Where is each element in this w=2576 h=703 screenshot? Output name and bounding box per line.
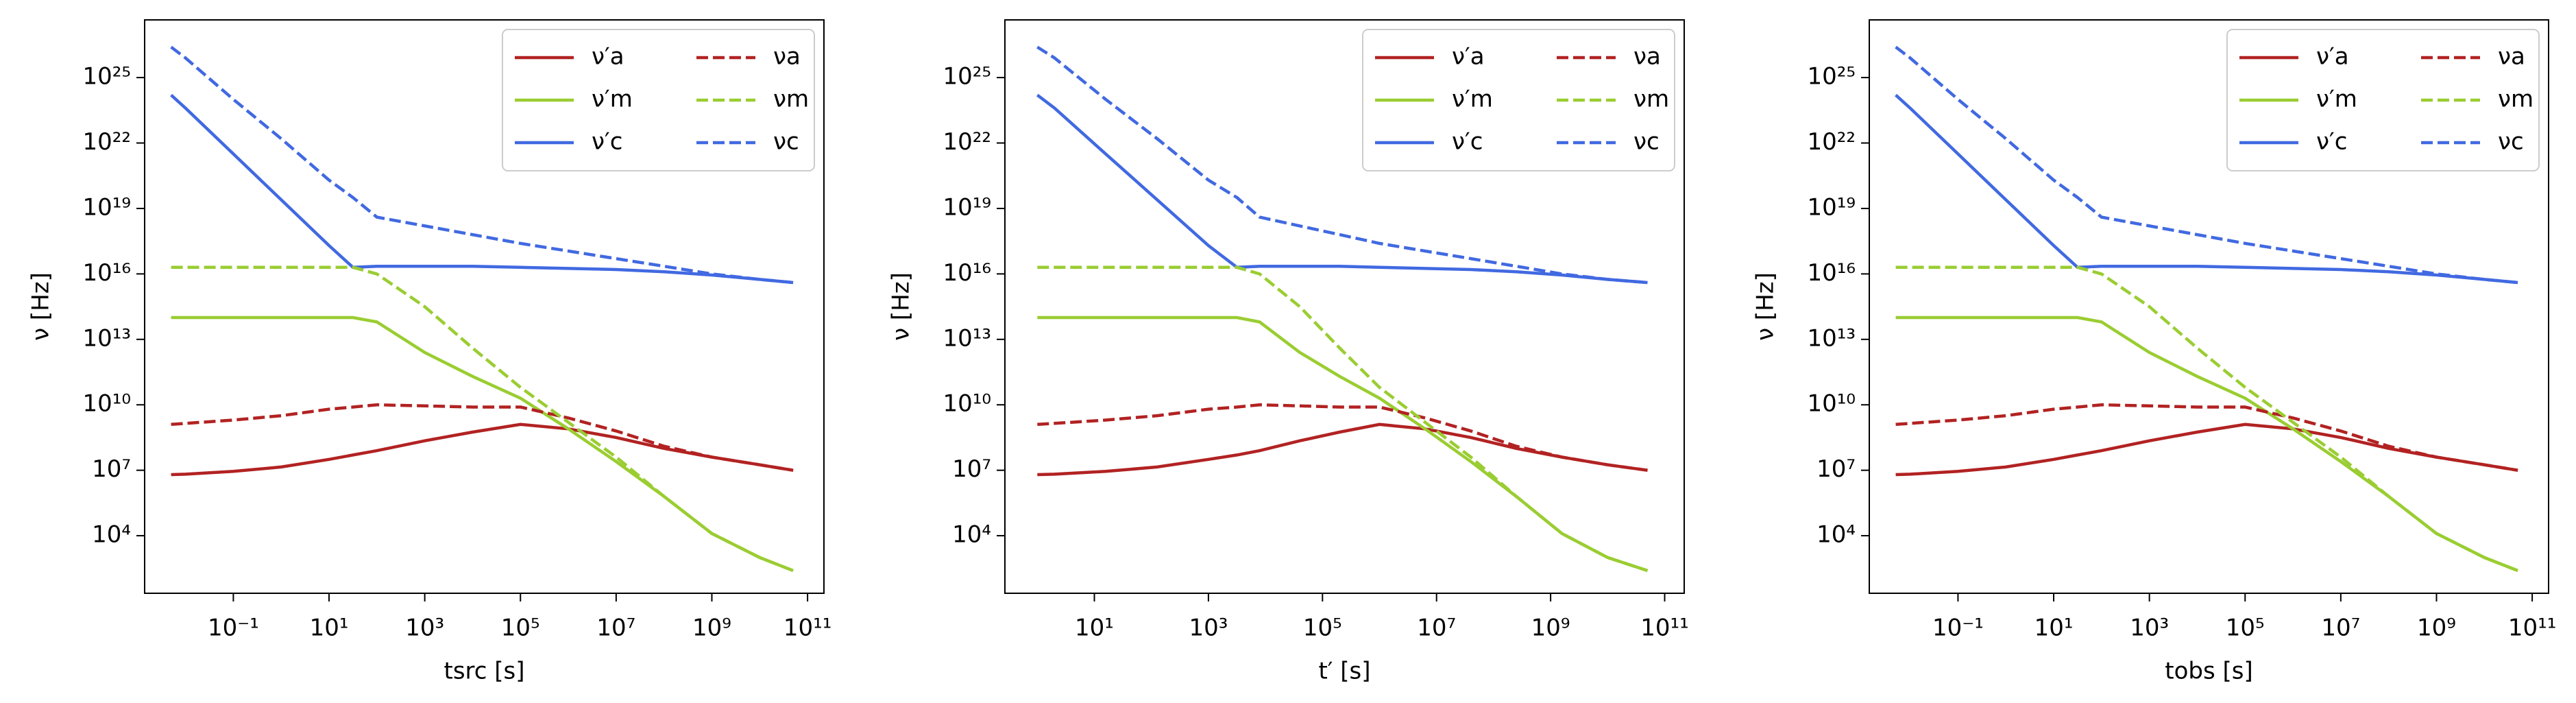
x-tick-label: 10³	[1189, 615, 1228, 642]
x-tick-label: 10⁻¹	[208, 615, 259, 642]
x-tick-label: 10⁵	[501, 615, 540, 642]
y-tick-label: 10¹⁹	[943, 193, 991, 221]
x-tick-label: 10⁷	[2321, 615, 2360, 642]
series-line	[171, 403, 794, 472]
y-axis-label: ν [Hz]	[888, 272, 915, 341]
y-tick-label: 10¹⁹	[1807, 193, 1856, 221]
series-line	[1895, 403, 2518, 472]
series-line	[1036, 45, 1648, 285]
legend-box	[502, 29, 815, 171]
series-line	[1037, 315, 1649, 573]
x-tick-label: 10¹¹	[783, 615, 832, 642]
series-line	[170, 45, 794, 285]
legend-label: ν′a	[2316, 43, 2349, 71]
legend-label: ν′c	[1452, 128, 1483, 156]
plot-frame	[1004, 19, 1685, 594]
y-tick-label: 10⁷	[952, 455, 991, 483]
series-line	[171, 265, 794, 573]
legend-label: ν′a	[1452, 43, 1485, 71]
x-tick-label: 10³	[2130, 615, 2169, 642]
y-tick-label: 10²²	[1807, 128, 1856, 156]
y-tick-label: 10¹³	[82, 324, 131, 352]
plot-frame	[144, 19, 825, 594]
panel: 10⁻¹ 10¹ 10³ 10⁵ 10⁷ 10⁹ 10¹¹ 10⁴ 10⁷ 10¹⁰ 10¹³ 10¹…	[1752, 19, 2557, 685]
x-tick-label: 10¹	[310, 615, 349, 642]
y-tick-label: 10⁴	[952, 521, 991, 549]
x-axis-label: tobs [s]	[2165, 658, 2252, 685]
legend-label: νm	[2498, 86, 2534, 113]
x-tick-label: 10¹	[1075, 615, 1114, 642]
legend-label: ν′a	[592, 43, 624, 71]
y-tick-label: 10¹⁶	[82, 259, 131, 287]
legend-label: νc	[2498, 128, 2524, 156]
x-tick-label: 10¹¹	[2508, 615, 2557, 642]
series-line	[1895, 265, 2518, 573]
y-tick-label: 10¹⁰	[82, 390, 131, 418]
x-tick-label: 10⁷	[1417, 615, 1456, 642]
y-tick-label: 10²⁵	[82, 63, 131, 91]
legend-label: νc	[773, 128, 799, 156]
legend-box	[2226, 29, 2540, 171]
x-tick-label: 10¹¹	[1640, 615, 1689, 642]
y-tick-label: 10¹⁰	[1807, 390, 1856, 418]
y-tick-label: 10²⁵	[1807, 63, 1856, 91]
series-line	[1037, 422, 1648, 477]
x-tick-label: 10¹	[2034, 615, 2074, 642]
x-tick-label: 10⁵	[1303, 615, 1342, 642]
y-axis-label: ν [Hz]	[1752, 272, 1779, 341]
x-axis-label: tsrc [s]	[443, 658, 524, 685]
legend-label: ν′c	[592, 128, 622, 156]
x-tick-label: 10⁹	[1531, 615, 1570, 642]
series-line	[1036, 93, 1648, 285]
series-line	[1037, 403, 1648, 472]
y-tick-label: 10¹⁶	[943, 259, 991, 287]
x-axis-label: t′ [s]	[1318, 658, 1370, 685]
y-tick-label: 10⁴	[1816, 521, 1856, 549]
legend-label: ν′c	[2316, 128, 2347, 156]
legend-label: ν′m	[2316, 86, 2357, 113]
y-tick-label: 10²²	[82, 128, 131, 156]
legend-label: νa	[2498, 43, 2525, 71]
legend-label: νc	[1633, 128, 1660, 156]
y-tick-label: 10¹⁶	[1807, 259, 1856, 287]
y-tick-label: 10⁷	[1816, 455, 1856, 483]
y-axis-label: ν [Hz]	[27, 272, 55, 341]
y-tick-label: 10¹³	[1807, 324, 1856, 352]
y-tick-label: 10¹⁰	[943, 390, 991, 418]
legend-label: νm	[1633, 86, 1669, 113]
x-tick-label: 10³	[405, 615, 444, 642]
y-tick-label: 10²²	[943, 128, 991, 156]
series-line	[1037, 265, 1649, 573]
y-tick-label: 10⁷	[92, 455, 131, 483]
plot-frame	[1869, 19, 2549, 594]
y-tick-label: 10¹³	[943, 324, 991, 352]
panel: 10⁻¹ 10¹ 10³ 10⁵ 10⁷ 10⁹ 10¹¹ 10⁴ 10⁷ 10¹⁰ 10¹³ 10¹…	[27, 19, 832, 685]
series-line	[1895, 422, 2518, 477]
legend-label: νa	[773, 43, 801, 71]
x-tick-label: 10⁻¹	[1932, 615, 1984, 642]
series-line	[170, 93, 794, 285]
series-line	[1895, 93, 2518, 285]
y-tick-label: 10²⁵	[943, 63, 991, 91]
x-tick-label: 10⁹	[2417, 615, 2456, 642]
x-tick-label: 10⁵	[2226, 615, 2265, 642]
legend-label: ν′m	[1452, 86, 1493, 113]
legend-box	[1362, 29, 1675, 171]
panel: 10¹ 10³ 10⁵ 10⁷ 10⁹ 10¹¹ 10⁴ 10⁷ 10¹⁰ 10¹³ 10¹⁶ 10¹…	[888, 19, 1689, 685]
legend-label: ν′m	[592, 86, 633, 113]
x-tick-label: 10⁷	[596, 615, 635, 642]
y-tick-label: 10¹⁹	[82, 193, 131, 221]
legend-label: νm	[773, 86, 809, 113]
x-tick-label: 10⁹	[692, 615, 731, 642]
series-line	[1895, 45, 2518, 285]
legend-label: νa	[1633, 43, 1661, 71]
series-line	[171, 422, 794, 477]
y-tick-label: 10⁴	[92, 521, 131, 549]
